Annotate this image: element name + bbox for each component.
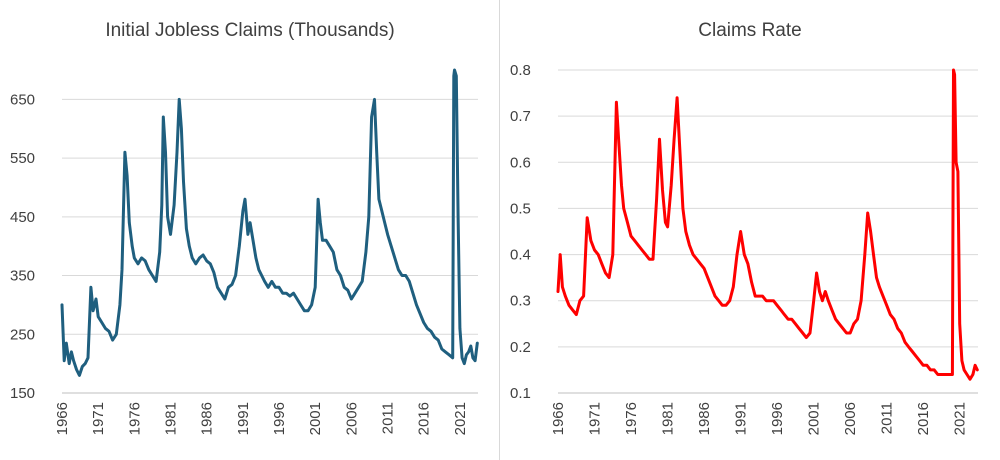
jobless-claims-chart: Initial Jobless Claims (Thousands) 150 25… (10, 20, 479, 435)
x-tick-label: 2006 (842, 402, 859, 435)
y-tick-label: 550 (10, 150, 35, 167)
x-tick-label: 2011 (380, 402, 397, 434)
x-axis: 1966 1971 1976 1981 1986 1991 1996 2001 2006 2011… (550, 392, 978, 435)
x-tick-label: 2006 (343, 402, 360, 435)
series-group (60, 68, 479, 377)
series-line (60, 68, 479, 377)
x-tick-label: 2016 (416, 402, 433, 435)
x-tick-label: 1996 (271, 402, 288, 435)
y-axis: 150 250 350 450 550 650 (10, 91, 35, 402)
y-tick-label: 450 (10, 209, 35, 226)
x-tick-label: 1976 (126, 402, 143, 435)
x-tick-label: 1966 (54, 402, 71, 435)
y-tick-label: 150 (10, 385, 35, 402)
x-axis: 1966 1971 1976 1981 1986 1991 1996 2001 2006 2011… (54, 392, 478, 435)
x-tick-label: 1981 (660, 402, 677, 435)
y-axis: 0.1 0.2 0.3 0.4 0.5 0.6 0.7 0.8 (510, 62, 531, 402)
panel-divider (499, 0, 500, 460)
y-tick-label: 0.2 (510, 339, 531, 356)
x-tick-label: 2001 (307, 402, 324, 435)
x-tick-label: 2021 (452, 402, 469, 435)
y-tick-label: 0.4 (510, 247, 531, 264)
x-tick-label: 2016 (915, 402, 932, 435)
y-tick-label: 0.1 (510, 385, 531, 402)
y-tick-label: 0.7 (510, 108, 531, 125)
x-tick-label: 2021 (952, 402, 969, 435)
y-tick-label: 0.8 (510, 62, 531, 79)
x-tick-label: 1986 (696, 402, 713, 435)
y-gridlines (558, 69, 978, 394)
chart-title: Initial Jobless Claims (Thousands) (105, 20, 394, 41)
x-tick-label: 1971 (587, 402, 604, 435)
series-line (556, 68, 979, 381)
x-tick-label: 1996 (769, 402, 786, 435)
series-group (556, 68, 979, 381)
y-tick-label: 350 (10, 268, 35, 285)
x-tick-label: 1991 (733, 402, 750, 435)
claims-rate-chart: Claims Rate 0.1 0.2 0.3 0.4 0.5 0.6 0.7 0.8 196… (510, 20, 979, 435)
x-tick-label: 1966 (550, 402, 567, 435)
y-tick-label: 0.3 (510, 293, 531, 310)
y-tick-label: 650 (10, 91, 35, 108)
x-tick-label: 1986 (199, 402, 216, 435)
x-tick-label: 2011 (879, 402, 896, 434)
y-tick-label: 250 (10, 326, 35, 343)
x-tick-label: 1991 (235, 402, 252, 435)
y-gridlines (62, 98, 478, 394)
chart-title: Claims Rate (698, 20, 801, 41)
x-tick-label: 1971 (90, 402, 107, 435)
x-tick-label: 1981 (163, 402, 180, 435)
y-tick-label: 0.6 (510, 154, 531, 171)
x-tick-label: 2001 (806, 402, 823, 435)
y-tick-label: 0.5 (510, 200, 531, 217)
x-tick-label: 1976 (623, 402, 640, 435)
